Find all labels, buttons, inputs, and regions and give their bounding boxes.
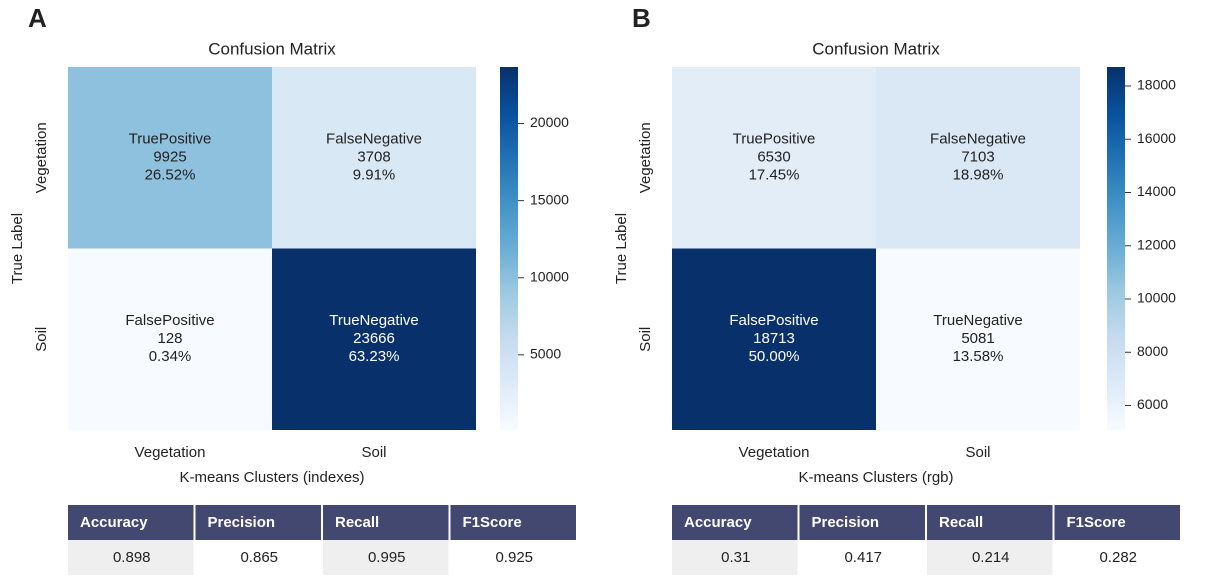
y-axis-label: True Label [9,213,26,284]
table-header: Recall [335,514,379,531]
cell-value: 6530 [757,149,790,166]
table-cell [195,540,321,575]
cell-name: TruePositive [129,131,212,148]
table-header-cell [68,505,194,540]
heatmap-cell [672,67,876,249]
table-value: 0.925 [495,549,533,566]
table-header: F1Score [1067,514,1126,531]
cell-value: 128 [157,330,182,347]
table-header: Accuracy [80,514,148,531]
colorbar-tick-label: 8000 [1137,343,1168,359]
colorbar-tick-label: 15000 [530,191,569,207]
y-tick-label: Vegetation [33,122,50,193]
table-value: 0.214 [972,549,1010,566]
cell-percentage: 17.45% [749,167,800,184]
colorbar-tick-label: 12000 [1137,236,1176,252]
cell-name: FalseNegative [326,131,422,148]
heatmap-cell [272,67,476,249]
y-axis-label: True Label [613,213,630,284]
colorbar-tick-label: 18000 [1137,77,1176,93]
table-cell [68,540,194,575]
cell-name: FalsePositive [125,312,214,329]
table-header-cell [1054,505,1180,540]
table-cell [927,540,1053,575]
table-header-cell [927,505,1053,540]
cell-name: TrueNegative [329,312,419,329]
cell-percentage: 18.98% [953,167,1004,184]
table-value: 0.898 [113,549,151,566]
cell-percentage: 63.23% [349,348,400,365]
heatmap-cell [876,248,1080,430]
table-header-cell [672,505,798,540]
table-header: Precision [208,514,276,531]
heatmap-cell [272,248,476,430]
cell-name: TrueNegative [933,312,1023,329]
table-header: Precision [812,514,880,531]
panel-label: A [28,3,47,33]
table-header: Recall [939,514,983,531]
cell-value: 23666 [353,330,395,347]
table-header-cell [195,505,321,540]
heatmap-cell [876,67,1080,249]
chart-title: Confusion Matrix [208,39,336,58]
cell-value: 7103 [961,149,994,166]
heatmap-cell [672,248,876,430]
x-axis-label: K-means Clusters (indexes) [179,469,364,486]
table-cell [672,540,798,575]
table-header-cell [450,505,576,540]
x-axis-label: K-means Clusters (rgb) [798,469,953,486]
table-cell [450,540,576,575]
chart-title: Confusion Matrix [812,39,940,58]
table-value: 0.31 [721,549,750,566]
x-tick-label: Soil [965,444,990,461]
table-header-cell [799,505,925,540]
cell-percentage: 13.58% [953,348,1004,365]
table-value: 0.865 [240,549,278,566]
colorbar-tick-label: 10000 [1137,290,1176,306]
cell-name: FalsePositive [729,312,818,329]
cell-percentage: 9.91% [353,167,396,184]
table-header-cell [323,505,449,540]
cell-value: 9925 [153,149,186,166]
colorbar-tick-label: 16000 [1137,130,1176,146]
table-header: F1Score [463,514,522,531]
colorbar-tick-label: 10000 [530,268,569,284]
y-tick-label: Soil [33,327,50,352]
colorbar [1107,67,1125,430]
colorbar-tick-label: 6000 [1137,396,1168,412]
y-tick-label: Vegetation [637,122,654,193]
table-header: Accuracy [684,514,752,531]
table-value: 0.282 [1099,549,1137,566]
cell-value: 18713 [753,330,795,347]
table-cell [1054,540,1180,575]
cell-name: TruePositive [733,131,816,148]
x-tick-label: Vegetation [135,444,206,461]
cell-value: 3708 [357,149,390,166]
colorbar [500,67,518,430]
y-tick-label: Soil [637,327,654,352]
colorbar-tick-label: 5000 [530,346,561,362]
x-tick-label: Soil [361,444,386,461]
colorbar-tick-label: 20000 [530,114,569,130]
table-value: 0.995 [368,549,406,566]
heatmap-cell [68,67,272,249]
panel-label: B [632,3,651,33]
heatmap-cell [68,248,272,430]
table-cell [799,540,925,575]
cell-percentage: 0.34% [149,348,192,365]
colorbar-tick-label: 14000 [1137,183,1176,199]
cell-value: 5081 [961,330,994,347]
table-cell [323,540,449,575]
cell-percentage: 26.52% [145,167,196,184]
table-value: 0.417 [844,549,882,566]
cell-percentage: 50.00% [749,348,800,365]
x-tick-label: Vegetation [739,444,810,461]
cell-name: FalseNegative [930,131,1026,148]
